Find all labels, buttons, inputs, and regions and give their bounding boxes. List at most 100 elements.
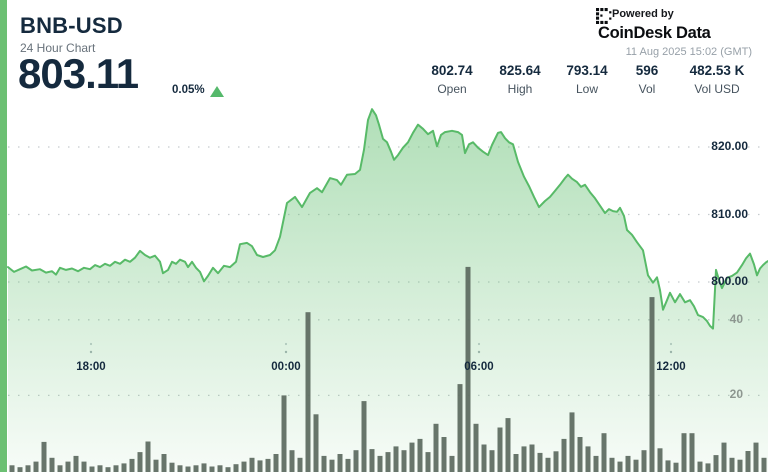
stat-value: 802.74 <box>431 63 473 78</box>
volume-bar <box>25 465 31 472</box>
volume-bar <box>441 437 447 472</box>
volume-bar <box>673 462 679 472</box>
stat-label: Open <box>437 82 467 96</box>
price-area <box>8 109 768 472</box>
volume-bar <box>321 455 327 472</box>
volume-bar <box>129 458 135 472</box>
volume-bar <box>41 441 47 472</box>
volume-bar <box>201 463 207 472</box>
stat-label: High <box>507 82 533 96</box>
volume-bar <box>569 412 575 472</box>
stat-high: 825.64 High <box>478 63 562 96</box>
volume-bar <box>601 433 607 472</box>
volume-bar <box>617 461 623 472</box>
volume-bar <box>49 457 55 472</box>
volume-bar <box>457 384 463 472</box>
volume-bar <box>385 452 391 472</box>
volume-bar <box>33 461 39 472</box>
volume-bar <box>641 450 647 472</box>
volume-bar <box>433 423 439 472</box>
volume-bar <box>609 457 615 472</box>
volume-bar <box>753 442 759 472</box>
volume-bar <box>345 458 351 472</box>
volume-bar <box>249 457 255 472</box>
volume-bar <box>721 442 727 472</box>
volume-bar <box>217 465 223 472</box>
volume-bar <box>593 455 599 472</box>
price-axis-label: 820.00 <box>711 139 748 153</box>
volume-bar <box>689 433 695 472</box>
volume-bar <box>625 455 631 472</box>
coindesk-logo-text: CoinDesk Data <box>598 24 711 42</box>
volume-bar <box>273 454 279 472</box>
stat-low: 793.14 Low <box>545 63 629 96</box>
volume-bar <box>513 454 519 472</box>
volume-bar <box>465 266 471 472</box>
volume-bar <box>313 414 319 472</box>
volume-bar <box>9 465 15 472</box>
volume-bar <box>113 465 119 472</box>
volume-bar <box>657 448 663 472</box>
volume-bar <box>737 459 743 472</box>
volume-bar <box>305 312 311 472</box>
volume-bar <box>545 457 551 472</box>
volume-bar <box>473 423 479 472</box>
time-axis-label: 06:00 <box>464 361 494 373</box>
time-axis-label: 00:00 <box>271 361 301 373</box>
volume-bar <box>521 446 527 472</box>
volume-bar <box>89 466 95 472</box>
volume-bar <box>105 467 111 472</box>
volume-bar <box>537 452 543 472</box>
coindesk-logo[interactable]: CoinDesk Data <box>596 8 752 43</box>
volume-bar <box>17 467 23 472</box>
volume-bar <box>761 457 767 472</box>
volume-bar <box>177 465 183 472</box>
volume-bar <box>369 449 375 472</box>
volume-bar <box>393 446 399 472</box>
volume-bar <box>401 450 407 472</box>
volume-bar <box>153 459 159 472</box>
volume-bar <box>585 446 591 472</box>
volume-bar <box>193 465 199 472</box>
stat-open: 802.74 Open <box>410 63 494 96</box>
volume-axis-label: 20 <box>729 387 743 402</box>
stat-vol: 596 Vol <box>605 63 689 96</box>
volume-bar <box>497 427 503 472</box>
change-up-icon <box>210 86 224 97</box>
stat-label: Vol USD <box>694 82 740 96</box>
volume-bar <box>329 459 335 472</box>
volume-bar <box>449 455 455 472</box>
volume-bar <box>145 441 151 472</box>
time-axis-label: 12:00 <box>656 361 686 373</box>
volume-bar <box>97 465 103 472</box>
volume-bar <box>161 454 167 472</box>
volume-bar <box>169 462 175 472</box>
volume-bar <box>713 455 719 472</box>
volume-bar <box>289 450 295 472</box>
volume-bar <box>561 438 567 472</box>
volume-bar <box>529 444 535 472</box>
volume-bar <box>649 297 655 472</box>
volume-bar <box>705 463 711 472</box>
stat-value: 793.14 <box>566 63 608 78</box>
volume-bar <box>481 444 487 472</box>
volume-bar <box>209 466 215 472</box>
volume-bar <box>633 459 639 472</box>
volume-bar <box>361 401 367 472</box>
volume-bar <box>417 438 423 472</box>
price-axis-label: 810.00 <box>711 206 748 221</box>
volume-bar <box>257 460 263 472</box>
time-axis-label: 18:00 <box>76 361 106 373</box>
volume-bar <box>185 466 191 472</box>
accent-bar <box>0 0 7 472</box>
stat-value: 825.64 <box>499 63 541 78</box>
volume-bar <box>65 461 71 472</box>
volume-bar <box>353 450 359 472</box>
volume-bar <box>73 455 79 472</box>
volume-bar <box>241 461 247 472</box>
price-line <box>7 108 768 330</box>
volume-bar <box>265 458 271 472</box>
volume-bar <box>505 418 511 472</box>
